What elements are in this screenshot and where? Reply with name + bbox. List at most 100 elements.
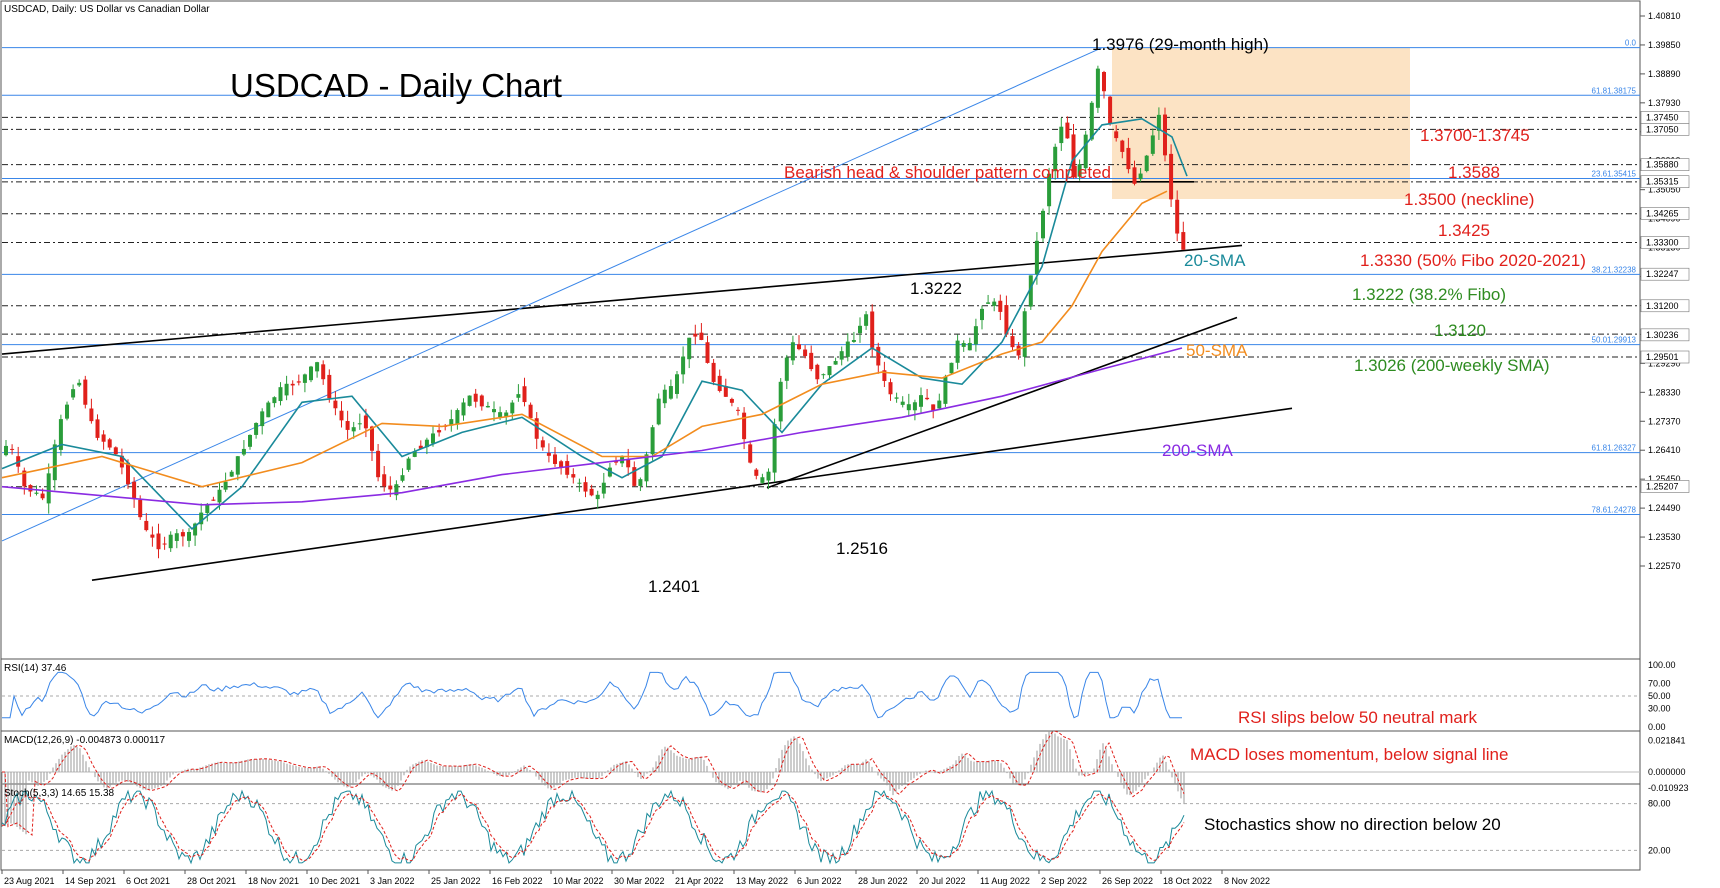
candle-body — [784, 357, 789, 381]
support-1-3026: 1.3026 (200-weekly SMA) — [1354, 356, 1550, 375]
candle-body — [803, 349, 808, 357]
candle-body — [10, 448, 15, 450]
price-tick-label: 1.25450 — [1648, 474, 1681, 484]
stoch-header: Stoch(5,3,3) 14.65 15.38 — [4, 788, 115, 799]
candle-body — [199, 512, 204, 525]
candle-body — [662, 389, 667, 404]
candle-body — [248, 434, 252, 447]
fibo-level-label: 0.0 — [1625, 39, 1637, 48]
candle-body — [644, 454, 649, 482]
candle-body — [980, 308, 984, 321]
candle-body — [424, 439, 429, 448]
candle-body — [998, 300, 1003, 312]
date-tick-label: 10 Mar 2022 — [553, 876, 604, 886]
macd-signal-line — [2, 730, 1185, 836]
candle-body — [187, 531, 191, 541]
price-tick-label: 1.22570 — [1648, 561, 1681, 571]
price-tick-label: 1.29290 — [1648, 358, 1681, 368]
candle-body — [22, 470, 27, 487]
candle-body — [632, 467, 637, 486]
candle-body — [675, 374, 679, 394]
candle-body — [1089, 102, 1094, 140]
chart-title: USDCAD - Daily Chart — [230, 67, 562, 104]
candle-body — [882, 370, 887, 381]
candle-body — [699, 332, 704, 340]
stoch-d-line — [2, 792, 1185, 862]
candle-body — [437, 430, 442, 433]
candle-body — [107, 439, 112, 448]
candle-body — [113, 447, 118, 455]
candle-body — [235, 456, 240, 475]
label-1-2401: 1.2401 — [648, 577, 700, 596]
candle-body — [626, 459, 631, 468]
candle-body — [1138, 173, 1143, 180]
sma200-label: 200-SMA — [1162, 441, 1234, 460]
date-tick-label: 11 Aug 2022 — [980, 876, 1030, 886]
candle-body — [821, 374, 826, 376]
candle-body — [1102, 72, 1106, 92]
price-badge-label: 1.30236 — [1646, 330, 1679, 340]
candle-body — [217, 489, 222, 503]
candle-body — [431, 433, 435, 444]
price-badge — [1640, 236, 1690, 249]
candle-body — [193, 523, 198, 536]
level-1-3330: 1.3330 (50% Fibo 2020-2021) — [1360, 251, 1586, 270]
candle-body — [89, 408, 94, 422]
candle-body — [876, 346, 881, 366]
candle-body — [522, 386, 527, 403]
candle-body — [382, 474, 387, 487]
candle-body — [406, 458, 411, 470]
candle-body — [754, 469, 759, 476]
price-tick-label: 1.24490 — [1648, 503, 1681, 513]
hs-pattern-note: Bearish head & shoulder pattern complete… — [784, 163, 1111, 182]
candle-body — [760, 477, 765, 483]
candle-body — [900, 401, 905, 405]
sma-line — [1, 347, 1183, 506]
candle-body — [455, 410, 460, 425]
candle-body — [1132, 167, 1137, 184]
resist-1-3588: 1.3588 — [1448, 163, 1500, 182]
candle-body — [943, 376, 948, 404]
rsi-tick-label: 50.00 — [1648, 691, 1671, 701]
candle-body — [266, 402, 271, 418]
candle-body — [1034, 240, 1039, 275]
date-tick-label: 16 Feb 2022 — [492, 876, 543, 886]
candle-body — [986, 302, 991, 304]
date-tick-label: 6 Oct 2021 — [126, 876, 170, 886]
candle-body — [1156, 114, 1161, 131]
candle-body — [815, 364, 820, 380]
candle-body — [162, 543, 167, 545]
rsi-tick-label: 0.00 — [1648, 722, 1666, 732]
sma-line — [1, 117, 1188, 530]
price-badge — [1640, 350, 1690, 364]
label-1-3222: 1.3222 — [910, 279, 962, 298]
candle-body — [1010, 336, 1015, 348]
date-tick-label: 13 May 2022 — [736, 876, 788, 886]
date-tick-label: 25 Jan 2022 — [431, 876, 481, 886]
candle-body — [723, 386, 728, 397]
candle-body — [1181, 232, 1186, 250]
sma20-label: 20-SMA — [1184, 251, 1246, 270]
price-tick-label: 1.40810 — [1648, 11, 1681, 21]
price-badge-label: 1.29501 — [1646, 352, 1679, 362]
candle-body — [241, 448, 246, 455]
candle-body — [851, 340, 856, 342]
candle-body — [553, 454, 557, 464]
candle-body — [931, 404, 936, 411]
pattern-highlight-box — [1112, 48, 1410, 199]
candle-body — [681, 356, 686, 375]
candle-body — [577, 482, 582, 484]
candle-body — [333, 400, 338, 409]
macd-header: MACD(12,26,9) -0.004873 0.000117 — [4, 735, 165, 746]
candle-body — [1150, 135, 1155, 154]
candle-body — [1077, 164, 1082, 177]
candle-body — [687, 337, 692, 360]
candle-body — [595, 494, 600, 500]
candle-body — [540, 440, 545, 448]
candle-body — [565, 461, 570, 475]
candle-body — [1053, 146, 1058, 172]
candle-body — [229, 471, 234, 477]
price-badge-label: 1.33300 — [1646, 237, 1679, 247]
candle-body — [1041, 210, 1045, 239]
candle-body — [705, 342, 710, 363]
